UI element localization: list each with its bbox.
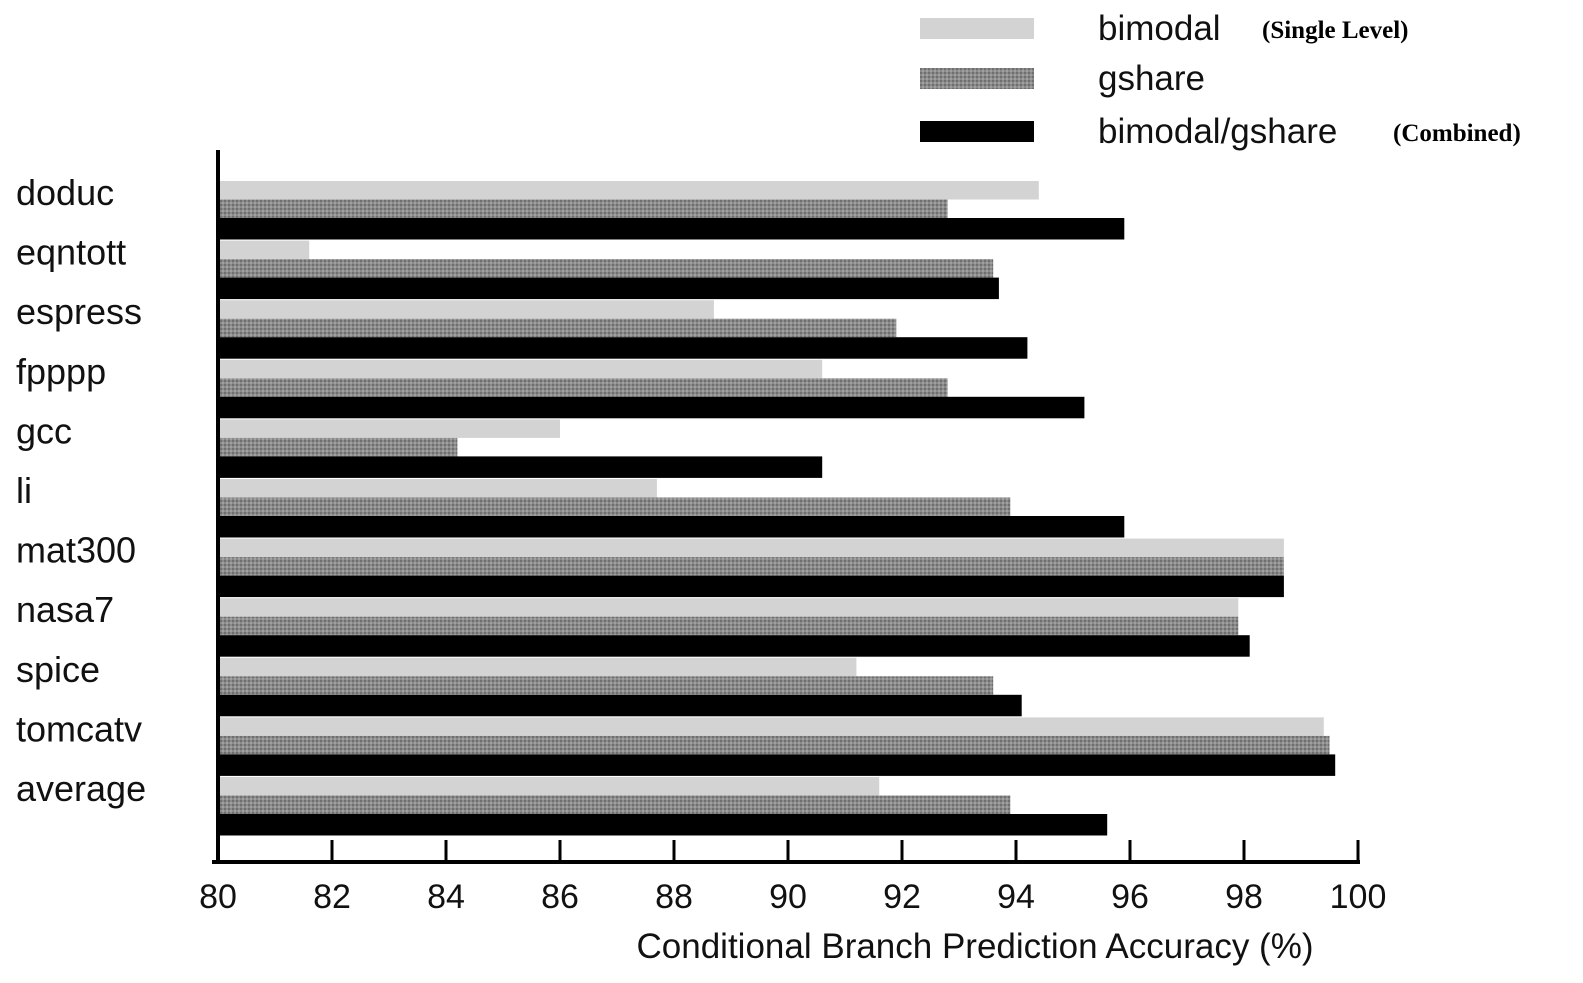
category-label-gcc: gcc <box>16 410 72 451</box>
legend-label-bimodal-gshare: bimodal/gshare <box>1098 112 1337 151</box>
bars <box>218 181 1335 836</box>
category-label-fpppp: fpppp <box>16 351 106 392</box>
bar-gshare-tomcatv <box>218 736 1330 755</box>
bar-bimodal-spice <box>218 658 856 677</box>
legend-swatch-gshare <box>920 68 1034 89</box>
bar-gshare-doduc <box>218 200 948 219</box>
category-label-nasa7: nasa7 <box>16 589 114 630</box>
bar-bimodal-gshare-mat300 <box>218 576 1284 598</box>
legend-note-bimodal-gshare: (Combined) <box>1393 120 1521 147</box>
x-axis-title: Conditional Branch Prediction Accuracy (… <box>637 927 1314 966</box>
bar-bimodal-fpppp <box>218 360 822 379</box>
category-label-doduc: doduc <box>16 172 114 213</box>
x-tick-label-92: 92 <box>883 878 921 916</box>
bar-gshare-li <box>218 498 1010 517</box>
bar-bimodal-average <box>218 777 879 796</box>
bar-bimodal-gshare-fpppp <box>218 397 1084 419</box>
bar-gshare-fpppp <box>218 378 948 397</box>
bar-gshare-nasa7 <box>218 617 1238 636</box>
x-tick-label-82: 82 <box>313 878 351 916</box>
bar-bimodal-gshare-gcc <box>218 456 822 478</box>
bar-bimodal-espress <box>218 300 714 319</box>
bar-bimodal-tomcatv <box>218 717 1324 736</box>
legend: bimodal (Single Level) gshare bimodal/gshar… <box>920 9 1521 151</box>
bar-bimodal-gshare-li <box>218 516 1124 538</box>
category-label-espress: espress <box>16 291 142 332</box>
category-label-li: li <box>16 470 32 511</box>
bar-bimodal-gcc <box>218 419 560 438</box>
x-tick-label-84: 84 <box>427 878 465 916</box>
category-label-eqntott: eqntott <box>16 232 126 273</box>
x-tick-label-94: 94 <box>997 878 1035 916</box>
legend-swatch-bimodal <box>920 18 1034 39</box>
category-label-mat300: mat300 <box>16 530 136 571</box>
x-tick-label-88: 88 <box>655 878 693 916</box>
x-tick-label-100: 100 <box>1330 878 1387 916</box>
legend-label-gshare: gshare <box>1098 59 1205 98</box>
x-tick-label-80: 80 <box>199 878 237 916</box>
bar-bimodal-eqntott <box>218 241 309 260</box>
bar-gshare-espress <box>218 319 896 338</box>
category-label-spice: spice <box>16 649 100 690</box>
legend-note-bimodal: (Single Level) <box>1262 17 1409 44</box>
bar-gshare-gcc <box>218 438 457 457</box>
bar-bimodal-li <box>218 479 657 498</box>
x-tick-label-86: 86 <box>541 878 579 916</box>
bar-bimodal-gshare-eqntott <box>218 278 999 300</box>
bar-bimodal-gshare-nasa7 <box>218 635 1250 657</box>
bar-bimodal-nasa7 <box>218 598 1238 617</box>
bar-bimodal-doduc <box>218 181 1039 200</box>
bar-bimodal-gshare-spice <box>218 695 1022 717</box>
category-label-average: average <box>16 768 146 809</box>
bar-gshare-spice <box>218 676 993 695</box>
bar-gshare-mat300 <box>218 557 1284 576</box>
bar-bimodal-gshare-doduc <box>218 218 1124 240</box>
bar-gshare-average <box>218 796 1010 815</box>
category-label-tomcatv: tomcatv <box>16 708 142 749</box>
legend-swatch-bimodal-gshare <box>920 121 1034 142</box>
bar-bimodal-gshare-average <box>218 814 1107 836</box>
bar-bimodal-gshare-espress <box>218 337 1027 359</box>
x-tick-label-98: 98 <box>1225 878 1263 916</box>
bar-gshare-eqntott <box>218 259 993 278</box>
bar-bimodal-mat300 <box>218 539 1284 558</box>
category-labels: doduc eqntott espress fpppp gcc li mat300 nasa7… <box>16 172 146 809</box>
x-tick-label-96: 96 <box>1111 878 1149 916</box>
legend-label-bimodal: bimodal <box>1098 9 1221 48</box>
x-tick-label-90: 90 <box>769 878 807 916</box>
bar-bimodal-gshare-tomcatv <box>218 754 1335 776</box>
